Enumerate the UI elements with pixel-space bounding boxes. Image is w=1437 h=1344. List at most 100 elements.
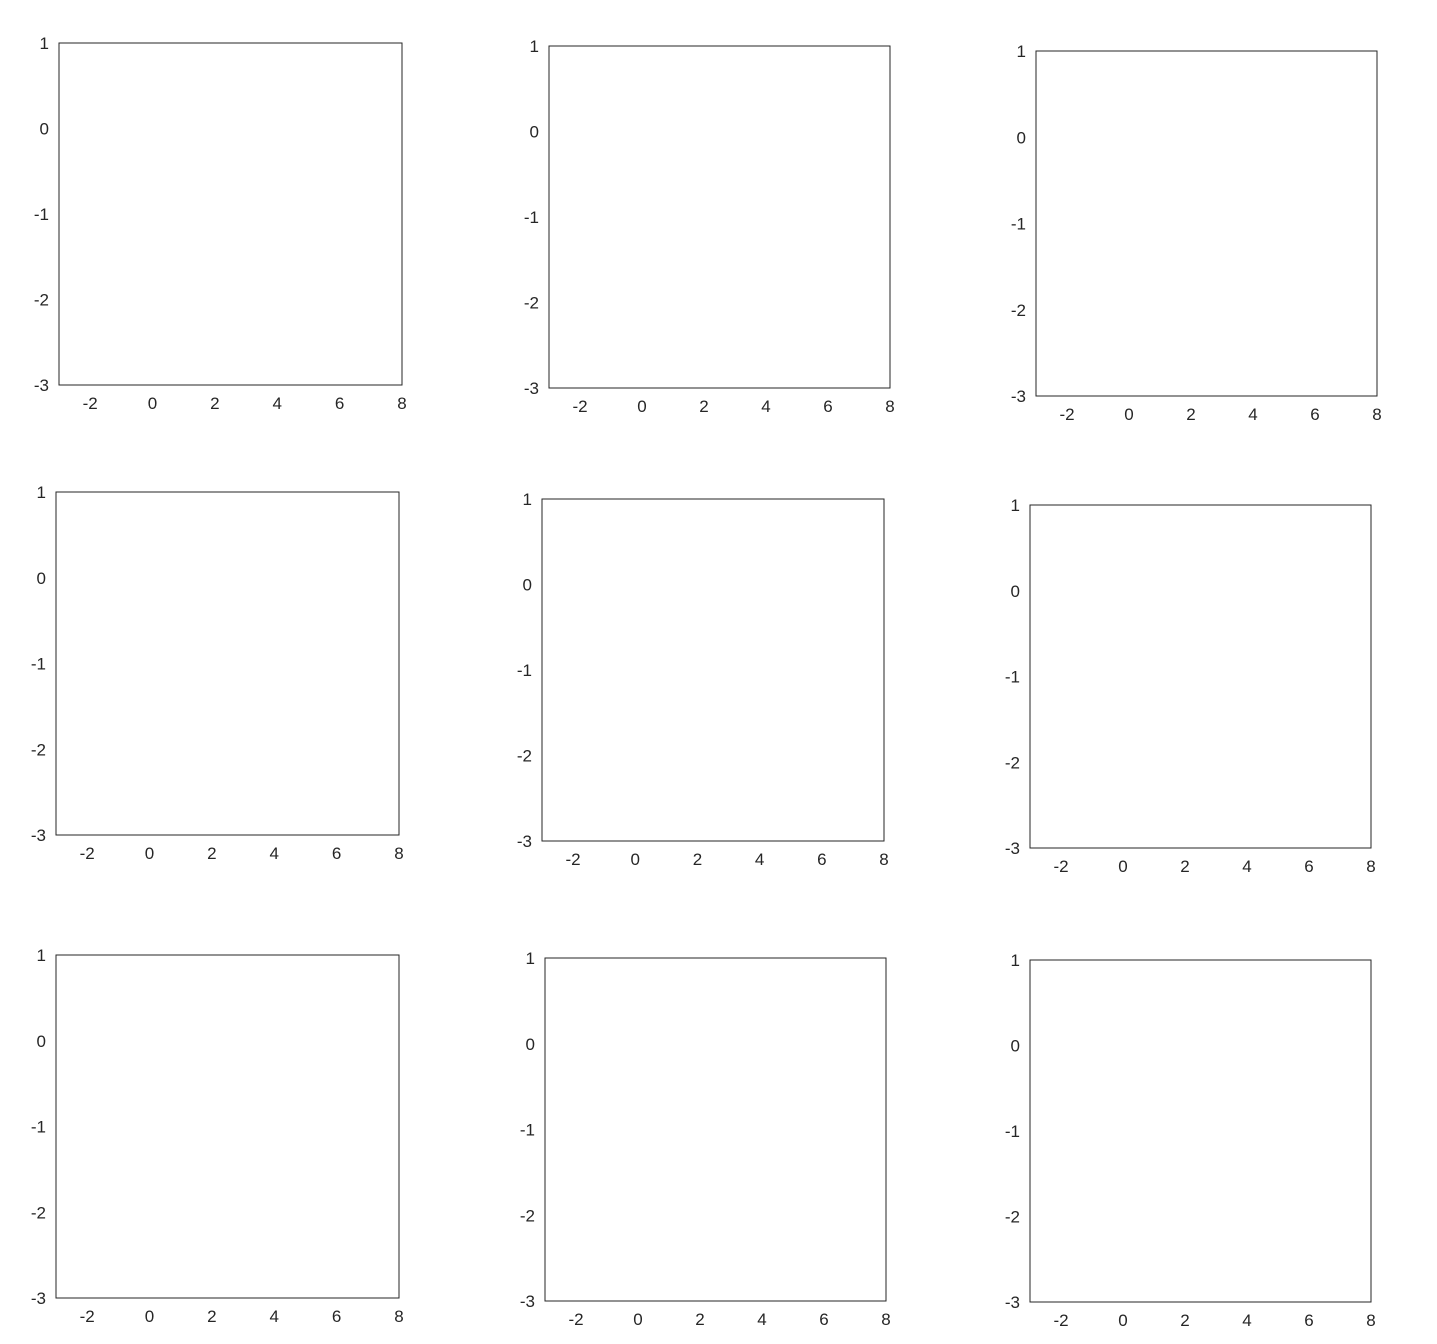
y-tick-label: 1 [40, 34, 49, 53]
y-tick-label: 1 [37, 483, 46, 502]
x-tick-label: 2 [1186, 405, 1195, 424]
x-tick-label: -2 [80, 844, 95, 863]
panel-row2-col2: -2 0 2 4 6 810-1-2-3 [517, 490, 889, 869]
x-tick-label: -2 [1053, 1311, 1068, 1330]
x-tick-label: 4 [273, 394, 282, 413]
y-tick-label: -2 [1005, 753, 1020, 772]
x-tick-label: 0 [637, 397, 646, 416]
y-tick-label: 1 [526, 949, 535, 968]
panel-row2-col3: -2 0 2 4 6 810-1-2-3 [1005, 496, 1376, 876]
y-tick-label: 0 [37, 569, 46, 588]
panel-row3-col1: -2 0 2 4 6 810-1-2-3 [31, 946, 404, 1326]
x-tick-label: 8 [394, 1307, 403, 1326]
axes-box [1029, 959, 1372, 1303]
x-tick-label: 0 [1118, 1311, 1127, 1330]
x-tick-label: 6 [819, 1310, 828, 1329]
x-tick-label: 0 [631, 850, 640, 869]
y-tick-label: 1 [1017, 42, 1026, 61]
x-tick-label: 2 [699, 397, 708, 416]
x-tick-label: 4 [757, 1310, 766, 1329]
x-tick-label: 8 [397, 394, 406, 413]
x-tick-label: 0 [1124, 405, 1133, 424]
panel-row3-col2: -2 0 2 4 6 810-1-2-3 [520, 949, 891, 1329]
y-tick-label: -3 [31, 826, 46, 845]
x-tick-label: 0 [1118, 857, 1127, 876]
x-tick-label: -2 [568, 1310, 583, 1329]
y-tick-label: -1 [1005, 1122, 1020, 1141]
y-tick-label: -1 [1005, 668, 1020, 687]
y-tick-label: -3 [524, 379, 539, 398]
x-tick-label: 2 [207, 1307, 216, 1326]
y-tick-label: -3 [31, 1289, 46, 1308]
x-tick-label: 2 [210, 394, 219, 413]
axes-box [58, 42, 403, 386]
x-tick-label: 8 [885, 397, 894, 416]
y-tick-label: 1 [1011, 496, 1020, 515]
panel-row1-col3: -2 0 2 4 6 810-1-2-3 [1011, 42, 1382, 424]
axes-box [55, 954, 400, 1299]
x-tick-label: 2 [207, 844, 216, 863]
x-tick-label: 6 [335, 394, 344, 413]
y-tick-label: 0 [523, 576, 532, 595]
axes-box [1035, 50, 1378, 397]
y-tick-label: -2 [31, 1203, 46, 1222]
y-tick-label: -3 [34, 376, 49, 395]
y-tick-label: -3 [1005, 1293, 1020, 1312]
x-tick-label: 2 [1180, 1311, 1189, 1330]
y-tick-label: -2 [1005, 1208, 1020, 1227]
x-tick-label: 6 [1304, 857, 1313, 876]
x-tick-label: -2 [1059, 405, 1074, 424]
y-tick-label: 0 [526, 1035, 535, 1054]
panel-row1-col1: -2 0 2 4 6 810-1-2-3 [34, 34, 407, 413]
y-tick-label: -2 [524, 294, 539, 313]
axes-box [1029, 504, 1372, 849]
panel-row1-col2: -2 0 2 4 6 810-1-2-3 [524, 37, 895, 416]
panel-row2-col1: -2 0 2 4 6 810-1-2-3 [31, 483, 404, 863]
x-tick-label: 8 [1372, 405, 1381, 424]
x-tick-label: 0 [148, 394, 157, 413]
y-tick-label: -1 [31, 655, 46, 674]
y-tick-label: -1 [524, 208, 539, 227]
x-tick-label: 6 [823, 397, 832, 416]
x-tick-label: 4 [1242, 857, 1251, 876]
y-tick-label: -3 [1005, 839, 1020, 858]
x-tick-label: -2 [572, 397, 587, 416]
y-tick-label: -1 [31, 1118, 46, 1137]
x-tick-label: 6 [332, 1307, 341, 1326]
x-tick-label: 6 [1310, 405, 1319, 424]
y-tick-label: 1 [523, 490, 532, 509]
y-tick-label: -1 [1011, 215, 1026, 234]
x-tick-label: 4 [1248, 405, 1257, 424]
y-tick-label: 0 [1011, 1037, 1020, 1056]
x-tick-label: 4 [761, 397, 770, 416]
y-tick-label: 1 [37, 946, 46, 965]
x-tick-label: -2 [80, 1307, 95, 1326]
y-tick-label: 1 [1011, 951, 1020, 970]
panel-row3-col3: -2 0 2 4 6 810-1-2-3 [1005, 951, 1376, 1330]
y-tick-label: 0 [1011, 582, 1020, 601]
y-tick-label: -3 [1011, 387, 1026, 406]
x-tick-label: 8 [1366, 1311, 1375, 1330]
y-tick-label: -2 [34, 291, 49, 310]
x-tick-label: 4 [270, 1307, 279, 1326]
x-tick-label: 8 [394, 844, 403, 863]
x-tick-label: 2 [695, 1310, 704, 1329]
x-tick-label: 4 [270, 844, 279, 863]
x-tick-label: -2 [566, 850, 581, 869]
axes-box [55, 491, 400, 836]
axes-box [541, 498, 885, 842]
y-tick-label: -1 [520, 1121, 535, 1140]
x-tick-label: 0 [145, 1307, 154, 1326]
y-tick-label: 1 [530, 37, 539, 56]
x-tick-label: 6 [817, 850, 826, 869]
x-tick-label: 4 [755, 850, 764, 869]
y-tick-label: -3 [520, 1292, 535, 1311]
x-tick-label: 0 [145, 844, 154, 863]
x-tick-label: 8 [1366, 857, 1375, 876]
y-tick-label: 0 [37, 1032, 46, 1051]
y-tick-label: -2 [517, 747, 532, 766]
y-tick-label: -3 [517, 832, 532, 851]
x-tick-label: 6 [332, 844, 341, 863]
x-tick-label: -2 [1053, 857, 1068, 876]
